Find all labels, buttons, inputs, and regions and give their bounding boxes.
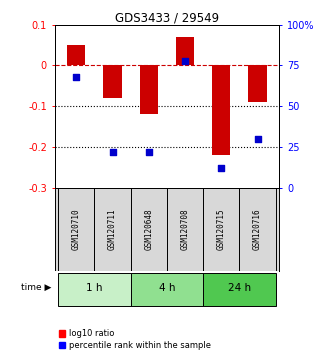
Point [219,165,224,171]
Bar [131,273,203,306]
Bar [167,188,203,271]
Bar [203,273,276,306]
Bar [94,188,131,271]
Bar [58,273,131,306]
Text: GSM120710: GSM120710 [72,209,81,250]
Legend: log10 ratio, percentile rank within the sample: log10 ratio, percentile rank within the … [59,329,211,350]
Text: GSM120716: GSM120716 [253,209,262,250]
Bar [67,45,85,65]
Bar [58,188,94,271]
Bar [140,65,158,114]
Text: GSM120708: GSM120708 [180,209,189,250]
Point [182,58,187,63]
Title: GDS3433 / 29549: GDS3433 / 29549 [115,12,219,25]
Bar [248,65,266,102]
Point [255,136,260,142]
Bar [131,188,167,271]
Text: time ▶: time ▶ [21,283,51,292]
Bar [203,188,239,271]
Text: GSM120711: GSM120711 [108,209,117,250]
Text: 1 h: 1 h [86,282,103,292]
Text: GSM120715: GSM120715 [217,209,226,250]
Point [146,149,152,155]
Point [110,149,115,155]
Bar [239,188,276,271]
Text: GSM120648: GSM120648 [144,209,153,250]
Text: 4 h: 4 h [159,282,175,292]
Bar [103,65,122,98]
Bar [212,65,230,155]
Point [74,74,79,80]
Text: 24 h: 24 h [228,282,251,292]
Bar [176,37,194,65]
